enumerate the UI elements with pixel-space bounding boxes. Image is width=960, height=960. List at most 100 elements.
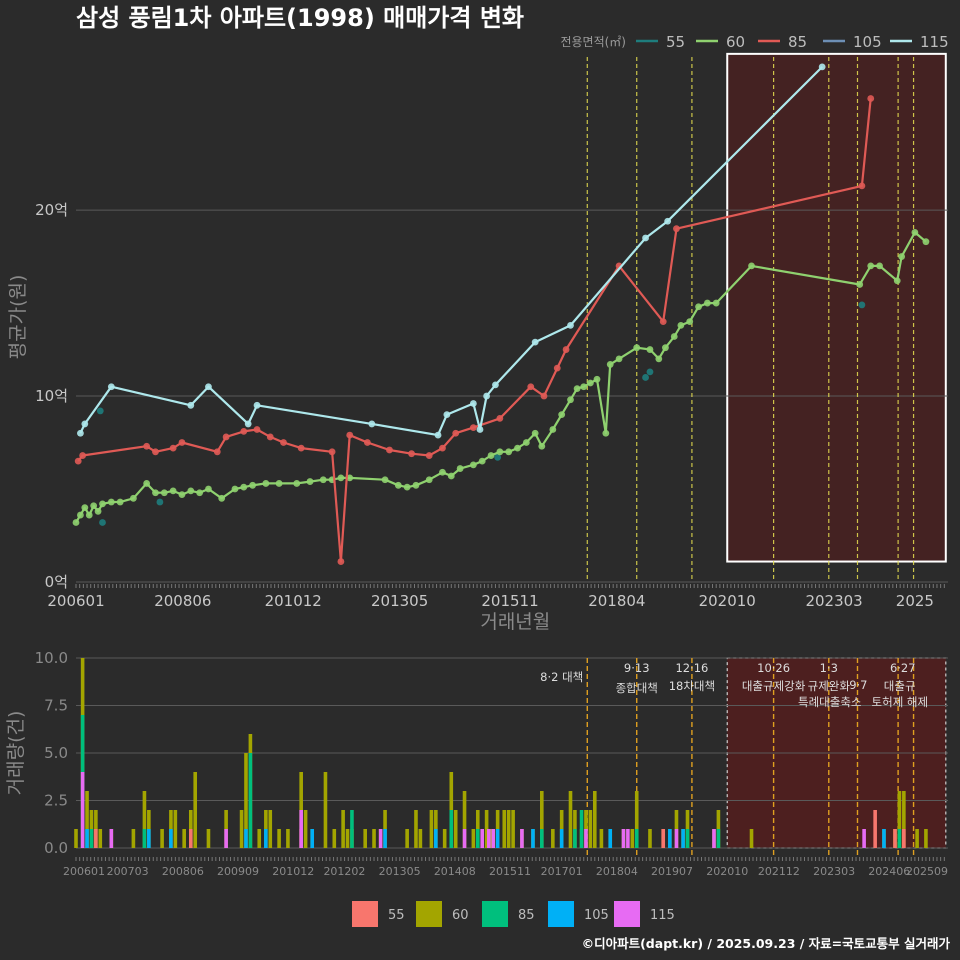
volume-bar-60 [268, 810, 273, 848]
volume-bar-85 [449, 810, 454, 848]
volume-bar-60 [442, 829, 447, 848]
volume-bar-105 [681, 829, 685, 848]
data-point-85 [386, 446, 393, 454]
x-tick-label: 200806 [154, 592, 211, 610]
volume-bar-105 [434, 829, 438, 848]
volume-bar-115 [299, 810, 303, 848]
volume-bar-55 [902, 829, 906, 848]
volume-bar-60 [484, 810, 489, 848]
data-point-55 [96, 407, 104, 415]
volume-panel: 0.0 2.5 5.0 7.5 10.0 8·2 대책 9·13 종합대책 12·16 18차대책… [5, 649, 948, 878]
data-point-60 [478, 457, 486, 465]
data-point-60 [403, 483, 411, 491]
data-point-115 [818, 63, 826, 71]
data-point-60 [381, 476, 389, 484]
volume-bar-55 [661, 829, 666, 848]
data-point-60 [505, 448, 513, 456]
volume-bar-105 [559, 829, 564, 848]
data-point-60 [152, 489, 159, 497]
volume-bar-55 [188, 829, 193, 848]
data-point-60 [911, 228, 919, 236]
data-point-60 [662, 344, 669, 352]
volume-bar-105 [531, 829, 535, 848]
volume-bar-105 [495, 829, 500, 848]
volume-bar-60 [173, 810, 178, 848]
volume-bar-60 [471, 829, 476, 848]
data-point-85 [178, 439, 186, 446]
data-point-60 [107, 498, 115, 506]
data-point-60 [447, 472, 455, 480]
volume-bar-105 [264, 829, 268, 848]
data-point-55 [646, 368, 654, 376]
volume-bar-60 [506, 810, 511, 848]
volume-bar-115 [462, 829, 467, 848]
volume-x-tick-label: 200703 [107, 865, 149, 878]
data-point-60 [337, 474, 345, 482]
data-point-60 [439, 468, 446, 476]
y-tick-label: 20억 [35, 201, 68, 219]
y-tick-label: 10억 [35, 387, 68, 405]
highlight-region [726, 52, 947, 563]
data-point-115 [368, 420, 376, 428]
data-point-60 [748, 262, 755, 270]
data-point-85 [496, 414, 504, 422]
volume-bar-60 [182, 829, 186, 848]
x-tick-label: 201804 [588, 592, 645, 610]
data-point-60 [538, 442, 546, 450]
volume-x-tick-label: 202303 [813, 865, 855, 878]
volume-legend-label-85: 85 [518, 908, 535, 923]
policy-label-sub: 종합대책 [616, 681, 658, 695]
volume-bar-115 [621, 829, 626, 848]
legend-label-85: 85 [788, 33, 807, 51]
volume-x-tick-label: 201012 [272, 865, 314, 878]
data-point-85 [152, 448, 159, 456]
policy-label: 8·2 대책 [540, 670, 583, 684]
volume-bar-85 [248, 753, 253, 848]
policy-label: 1·3 [820, 661, 838, 675]
data-point-60 [412, 481, 420, 489]
volume-bar-60 [502, 810, 507, 848]
data-point-85 [213, 448, 221, 456]
data-point-55 [494, 454, 502, 461]
data-point-85 [439, 444, 446, 452]
data-point-85 [253, 426, 261, 433]
data-point-85 [328, 448, 336, 456]
volume-x-tick-label: 201202 [323, 865, 365, 878]
volume-bar-60 [749, 829, 754, 848]
legend-label-60: 60 [726, 33, 745, 51]
volume-bar-115 [626, 829, 630, 848]
volume-bar-60 [345, 829, 350, 848]
volume-x-tick-label: 201804 [596, 865, 638, 878]
volume-bar-60 [244, 753, 248, 848]
volume-bar-60 [511, 810, 515, 848]
volume-y-tick-label: 7.5 [44, 697, 68, 715]
volume-bar-60 [85, 791, 89, 848]
volume-x-tick-label: 200806 [162, 865, 204, 878]
volume-bar-115 [109, 829, 114, 848]
volume-bar-105 [882, 829, 886, 848]
data-point-60 [275, 480, 283, 487]
volume-x-tick-label: 201408 [434, 865, 476, 878]
data-point-115 [531, 338, 539, 346]
policy-label: 9·13 [624, 661, 650, 675]
y-axis-label: 평균가(원) [7, 275, 29, 360]
data-point-85 [74, 457, 82, 465]
series-line-115 [79, 66, 823, 437]
data-point-85 [280, 439, 287, 446]
data-point-60 [394, 481, 402, 489]
data-point-60 [346, 474, 354, 482]
volume-bar-115 [487, 829, 491, 848]
data-point-115 [567, 321, 574, 329]
data-point-115 [187, 401, 195, 409]
volume-x-tick-label: 202509 [906, 865, 948, 878]
price-legend: 전용면적(㎡) 55 60 85 105 115 [560, 33, 948, 51]
volume-bar-60 [142, 791, 147, 848]
data-point-60 [81, 504, 89, 512]
volume-bar-60 [323, 772, 328, 848]
volume-bar-60 [648, 829, 652, 848]
data-point-60 [160, 489, 168, 497]
data-point-115 [434, 431, 442, 439]
x-tick-label: 202303 [805, 592, 862, 610]
volume-bar-55 [873, 810, 877, 848]
data-point-60 [615, 355, 623, 363]
